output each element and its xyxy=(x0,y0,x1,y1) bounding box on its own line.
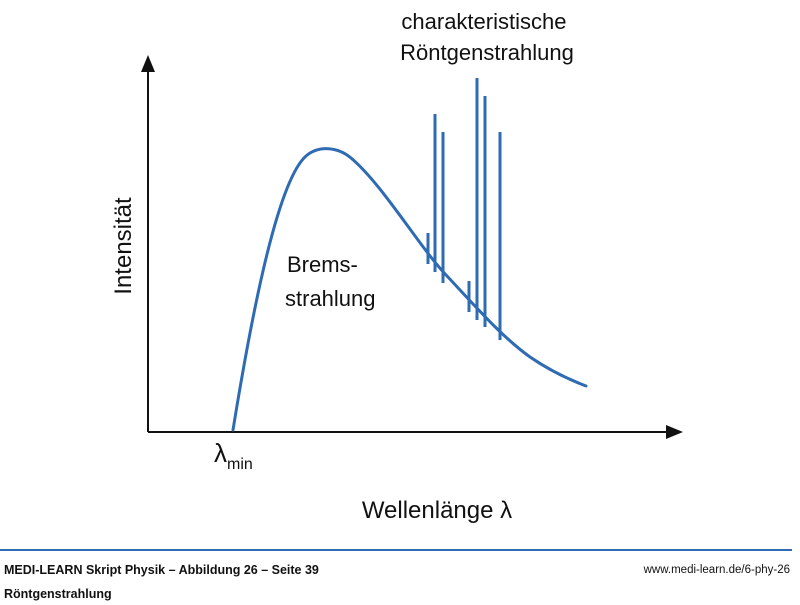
footer-title: MEDI-LEARN Skript Physik – Abbildung 26 … xyxy=(4,563,319,577)
lambda-subscript: min xyxy=(227,456,253,473)
x-axis-arrowhead xyxy=(666,425,683,439)
xray-spectrum-diagram: Intensität Wellenlänge λ λmin Brems- str… xyxy=(110,9,683,524)
bremsstrahlung-curve xyxy=(231,147,588,432)
characteristic-label-line2: Röntgenstrahlung xyxy=(400,40,574,65)
characteristic-label-line1: charakteristische xyxy=(401,9,566,34)
lambda-min-label: λmin xyxy=(214,438,253,473)
footer-divider xyxy=(0,549,792,551)
footer-subtitle: Röntgenstrahlung xyxy=(4,587,112,601)
footer: MEDI-LEARN Skript Physik – Abbildung 26 … xyxy=(0,549,800,605)
footer-url: www.medi-learn.de/6-phy-26 xyxy=(643,564,790,576)
y-axis-arrowhead xyxy=(141,55,155,72)
characteristic-lines xyxy=(426,78,502,340)
axes xyxy=(147,68,670,433)
bremsstrahlung-label: Brems- strahlung xyxy=(285,252,376,311)
x-axis-label: Wellenlänge λ xyxy=(362,497,512,524)
bremsstrahlung-label-line2: strahlung xyxy=(285,286,376,311)
bremsstrahlung-label-line1: Brems- xyxy=(287,252,358,277)
characteristic-label: charakteristische Röntgenstrahlung xyxy=(400,9,574,65)
lambda-symbol: λ xyxy=(214,438,227,468)
y-axis-label: Intensität xyxy=(110,197,137,295)
